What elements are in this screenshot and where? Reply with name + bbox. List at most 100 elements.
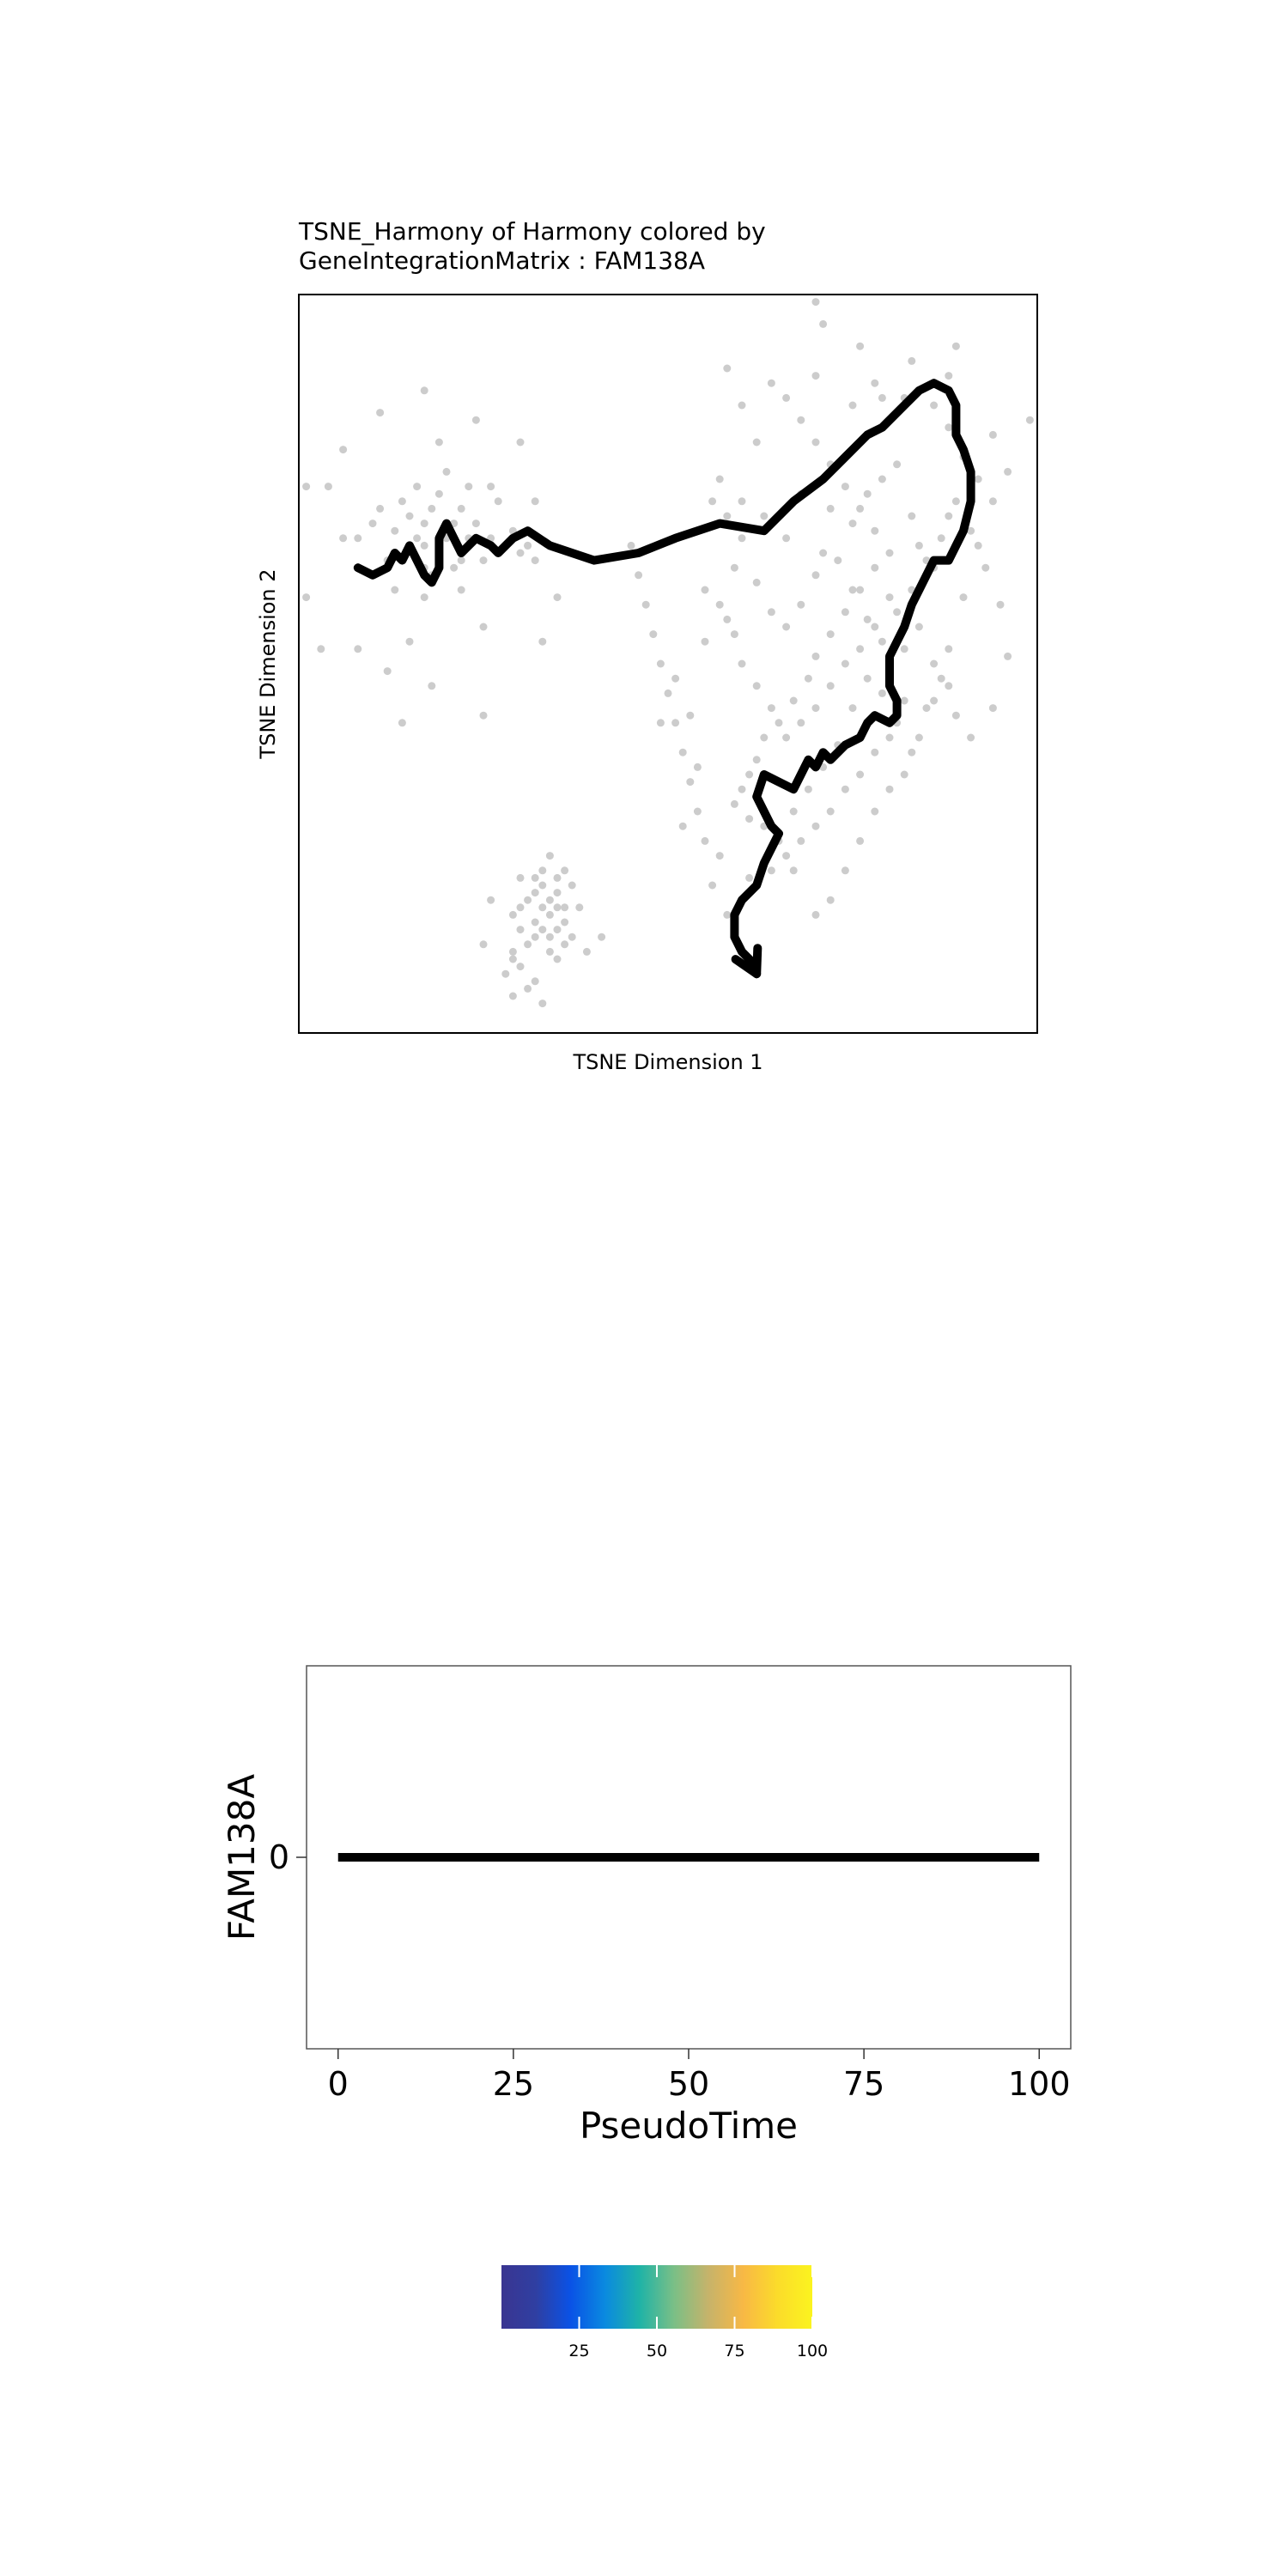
cell-point [951, 497, 960, 506]
cell-point [465, 483, 473, 491]
cell-point [545, 933, 554, 941]
cell-point [996, 600, 1005, 609]
pseudotime-x-axis-title: PseudoTime [580, 2105, 798, 2147]
cell-point [811, 652, 820, 660]
cell-point [487, 896, 495, 904]
cell-point [841, 483, 849, 491]
cell-point [656, 719, 665, 727]
cell-point [561, 918, 569, 927]
cell-point [428, 682, 436, 690]
cell-point [538, 999, 547, 1008]
cell-point [730, 563, 738, 572]
cell-point [524, 896, 532, 904]
cell-point [420, 386, 428, 395]
cell-point [738, 659, 746, 668]
cell-point [811, 704, 820, 713]
cell-point [693, 807, 702, 816]
cell-point [405, 637, 414, 646]
cell-point [531, 977, 539, 986]
cell-point [811, 438, 820, 447]
cell-point [826, 807, 835, 816]
cell-point [383, 667, 392, 676]
cell-point [420, 593, 428, 602]
cell-point [885, 549, 894, 557]
cell-point [945, 512, 953, 520]
cell-point [797, 416, 805, 424]
cell-point [738, 497, 746, 506]
cell-point [516, 963, 525, 971]
cell-point [745, 873, 754, 882]
cell-point [789, 807, 798, 816]
cell-point [914, 733, 923, 742]
cell-point [715, 600, 724, 609]
cell-point [730, 799, 738, 808]
cell-point [545, 910, 554, 919]
cell-point [885, 593, 894, 602]
tsne-points [302, 298, 1034, 1008]
cell-point [974, 475, 982, 483]
cell-point [354, 534, 362, 543]
cell-point [797, 600, 805, 609]
cell-point [981, 563, 990, 572]
cell-point [930, 401, 939, 410]
cell-point [782, 534, 791, 543]
cell-point [863, 674, 872, 683]
cell-point [516, 438, 525, 447]
cell-point [516, 926, 525, 934]
cell-point [945, 372, 953, 380]
cell-point [841, 866, 849, 875]
cell-point [811, 571, 820, 580]
cell-point [501, 969, 510, 978]
cell-point [819, 319, 828, 328]
cell-point [420, 519, 428, 528]
cell-point [908, 512, 916, 520]
cell-point [967, 526, 975, 535]
cell-point [568, 933, 576, 941]
cell-point [856, 770, 865, 779]
pseudotime-x-ticks: 0 25 50 75 100 [328, 2049, 1071, 2103]
cell-point [487, 483, 495, 491]
cell-point [797, 719, 805, 727]
cell-point [531, 933, 539, 941]
cell-point [856, 645, 865, 653]
colorbar-tick-label: 50 [647, 2342, 667, 2360]
cell-point [494, 497, 502, 506]
cell-point [856, 836, 865, 845]
cell-point [457, 556, 465, 565]
cell-point [723, 910, 732, 919]
cell-point [723, 364, 732, 373]
cell-point [324, 483, 332, 491]
cell-point [723, 512, 732, 520]
cell-point [752, 578, 761, 586]
cell-point [914, 541, 923, 550]
cell-point [479, 940, 488, 949]
cell-point [708, 881, 717, 890]
cell-point [900, 770, 908, 779]
cell-point [553, 593, 562, 602]
cell-point [841, 659, 849, 668]
cell-point [900, 645, 908, 653]
cell-point [376, 409, 385, 417]
cell-point [450, 563, 459, 572]
colorbar-tick-label: 100 [797, 2342, 828, 2360]
cell-point [775, 719, 783, 727]
cell-point [508, 947, 517, 956]
cell-point [368, 519, 377, 528]
cell-point [730, 630, 738, 639]
cell-point [598, 933, 606, 941]
cell-point [545, 896, 554, 904]
cell-point [1004, 467, 1012, 476]
cell-point [760, 733, 769, 742]
cell-point [782, 393, 791, 402]
cell-point [715, 852, 724, 860]
cell-point [553, 926, 562, 934]
cell-point [848, 586, 857, 594]
pseudotime-y-ticks: 0 [269, 1838, 307, 1876]
cell-point [649, 630, 658, 639]
cell-point [871, 526, 879, 535]
cell-point [811, 822, 820, 830]
cell-point [908, 356, 916, 365]
cell-point [508, 910, 517, 919]
cell-point [531, 889, 539, 897]
